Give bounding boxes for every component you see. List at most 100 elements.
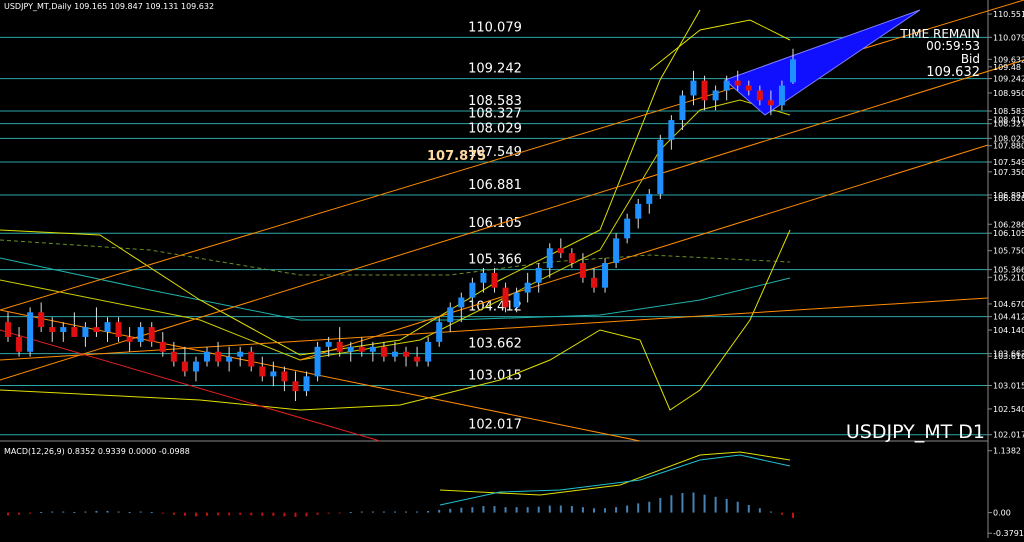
- candle-body: [546, 248, 553, 268]
- macd-bar: [515, 507, 518, 513]
- y-tick-label: 105.210: [993, 273, 1024, 282]
- candle-body: [403, 351, 410, 357]
- candle-body: [49, 327, 56, 333]
- y-tick-label: 106.286: [993, 220, 1024, 229]
- candle-body: [215, 351, 222, 362]
- macd-bar: [703, 494, 706, 513]
- macd-bar: [792, 512, 794, 518]
- candle-body: [303, 376, 310, 392]
- candle-body: [690, 80, 697, 96]
- candle-body: [391, 351, 398, 357]
- candle-body: [16, 336, 23, 352]
- candle-body: [458, 297, 465, 308]
- macd-bar: [316, 512, 319, 515]
- y-tick-label: 105.366: [993, 266, 1024, 275]
- candle-body: [579, 263, 586, 278]
- trend-line: [0, 329, 381, 442]
- macd-bar: [161, 512, 164, 514]
- candle-body: [347, 346, 354, 352]
- macd-bar: [29, 512, 32, 514]
- candle-body: [679, 95, 686, 121]
- macd-bar: [73, 512, 76, 514]
- macd-bar: [294, 512, 297, 517]
- macd-bar: [183, 512, 186, 516]
- candle-body: [137, 327, 144, 342]
- macd-bar: [405, 511, 408, 513]
- candle-body: [767, 100, 774, 106]
- macd-bar: [559, 505, 562, 513]
- candle-body: [491, 272, 498, 288]
- candle-body: [790, 59, 796, 83]
- candle-body: [657, 139, 664, 195]
- macd-bar: [438, 509, 441, 513]
- macd-bar: [427, 510, 430, 513]
- y-tick-label: 103.662: [993, 350, 1024, 359]
- macd-bar: [714, 496, 717, 513]
- candle-body: [259, 366, 266, 377]
- macd-signal: [439, 451, 791, 496]
- candle-body: [568, 253, 575, 264]
- macd-bar: [272, 512, 275, 516]
- y-tick-label: 110.551: [993, 10, 1024, 19]
- candle-body: [469, 282, 476, 298]
- macd-bar: [128, 512, 131, 514]
- macd-bar: [615, 507, 618, 513]
- candle-body: [358, 346, 365, 352]
- macd-bar: [206, 512, 209, 516]
- y-tick-label: 106.820: [993, 194, 1024, 203]
- level-label: 103.015: [468, 368, 522, 383]
- level-label: 109.242: [468, 62, 522, 77]
- macd-bar: [18, 512, 21, 515]
- macd-bar: [769, 511, 772, 513]
- macd-bar: [747, 504, 750, 513]
- macd-bar: [261, 512, 264, 516]
- candle-body: [734, 80, 741, 86]
- candle-body: [237, 351, 244, 357]
- macd-bar: [637, 503, 640, 513]
- macd-bar: [40, 512, 43, 514]
- level-label: 110.079: [468, 20, 522, 35]
- macd-bar: [537, 506, 540, 513]
- macd-bar: [736, 501, 739, 513]
- y-tick-label: 107.549: [993, 158, 1024, 167]
- macd-label: MACD(12,26,9) 0.8352 0.9339 0.0000 -0.09…: [4, 447, 190, 456]
- macd-bar: [62, 511, 65, 513]
- candle-body: [369, 346, 376, 352]
- level-label: 105.366: [468, 253, 522, 268]
- macd-tick-label: -0.3791: [993, 529, 1024, 538]
- macd-bar: [283, 512, 286, 517]
- macd-tick-label: 0.00: [993, 509, 1011, 518]
- macd-bar: [526, 507, 529, 513]
- macd-bar: [382, 511, 385, 513]
- y-tick-label: 110.079: [993, 33, 1024, 42]
- candle-body: [248, 351, 255, 367]
- candle-body: [226, 356, 233, 362]
- y-tick-label: 103.015: [993, 381, 1024, 390]
- candle-body: [204, 351, 211, 362]
- level-label: 106.105: [468, 216, 522, 231]
- macd-bar: [194, 512, 197, 517]
- macd-bar: [305, 512, 308, 517]
- macd-bar: [327, 512, 330, 514]
- macd-bar: [482, 506, 485, 513]
- macd-bar: [471, 507, 474, 513]
- y-tick-label: 102.540: [993, 405, 1024, 414]
- candle-body: [270, 371, 277, 377]
- candle-body: [480, 272, 487, 283]
- macd-bar: [493, 506, 496, 513]
- level-label: 106.881: [468, 178, 522, 193]
- macd-bar: [626, 505, 629, 513]
- y-tick-label: 109.632: [993, 55, 1024, 64]
- y-tick-label: 106.881: [993, 191, 1024, 200]
- macd-bar: [106, 510, 109, 513]
- macd-bar: [570, 506, 573, 513]
- candle-body: [756, 90, 763, 101]
- candle-body: [380, 346, 387, 357]
- level-label: 108.029: [468, 121, 522, 136]
- candle-body: [778, 85, 785, 106]
- candle-body: [38, 312, 45, 328]
- macd-bar: [758, 508, 761, 513]
- macd-bar: [371, 511, 374, 513]
- macd-bar: [393, 511, 396, 513]
